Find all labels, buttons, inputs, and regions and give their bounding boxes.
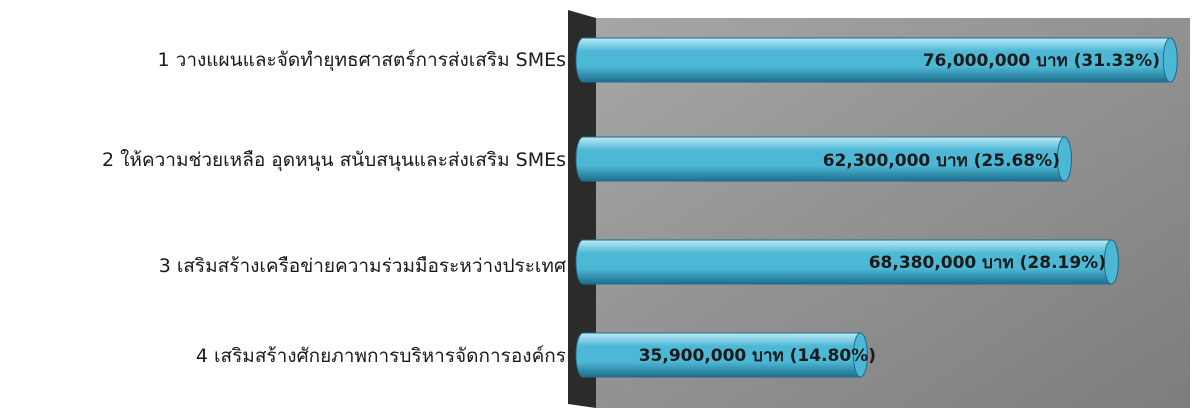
category-label: 1 วางแผนและจัดทำยุทธศาสตร์การส่งเสริม SM… bbox=[158, 49, 566, 72]
bar bbox=[575, 37, 1178, 83]
bar-end-cap bbox=[1103, 239, 1119, 285]
data-label: 35,900,000 บาท (14.80%) bbox=[639, 346, 876, 366]
data-label: 68,380,000 บาท (28.19%) bbox=[869, 253, 1106, 273]
category-label: 2 ให้ความช่วยเหลือ อุดหนุน สนับสนุนและส่… bbox=[102, 149, 566, 172]
bar-end-cap bbox=[1056, 136, 1072, 182]
category-label: 4 เสริมสร้างศักยภาพการบริหารจัดการองค์กร bbox=[196, 345, 566, 367]
data-label: 76,000,000 บาท (31.33%) bbox=[923, 51, 1160, 71]
bar bbox=[575, 136, 1072, 182]
bar bbox=[575, 239, 1119, 285]
data-label: 62,300,000 บาท (25.68%) bbox=[823, 151, 1060, 171]
chart-back-wall bbox=[596, 18, 1190, 408]
bar-end-cap bbox=[852, 332, 868, 378]
bar bbox=[575, 332, 868, 378]
category-label: 3 เสริมสร้างเครือข่ายความร่วมมือระหว่างป… bbox=[159, 255, 566, 277]
bar-end-cap bbox=[1162, 37, 1178, 83]
chart-side-wall bbox=[568, 10, 596, 408]
